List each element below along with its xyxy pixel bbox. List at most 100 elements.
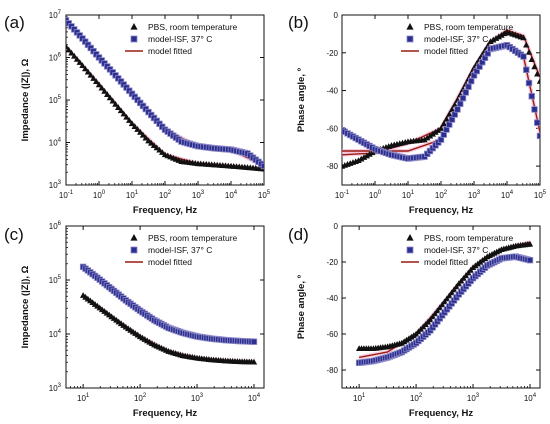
marker-triangle-pbs [84,68,92,75]
marker-triangle-pbs [446,110,453,117]
x-tick-label: 101 [126,190,139,200]
x-tick-base: 10 [501,191,510,200]
legend: PBS, room temperature model-ISF, 37° C mod… [125,233,238,267]
x-tick-label: 103 [468,190,481,200]
marker-triangle-pbs [431,310,439,317]
marker-triangle-pbs [435,127,442,133]
marker-triangle-pbs [366,150,373,157]
x-tick-label: 100 [93,190,106,200]
marker-triangle-pbs [446,292,453,299]
y-tick-label: -20 [326,49,338,58]
x-tick-base: 10 [435,191,444,200]
panel-letter: (b) [288,13,309,32]
marker-square-isf [525,79,533,87]
y-tick-label: -20 [326,258,338,267]
marker-square-isf [528,93,535,100]
y-tick-label: 103 [49,383,62,393]
marker-triangle-pbs [441,298,448,305]
y-tick-exponent: 3 [58,383,62,389]
x-tick-exponent: 5 [543,190,547,196]
x-tick-label: 105 [534,190,547,200]
marker-triangle-pbs [448,289,455,296]
x-tick-exponent: 1 [135,190,139,196]
y-tick-base: 10 [49,384,58,393]
marker-square-isf [534,119,540,126]
panel-letter: (a) [4,13,25,32]
marker-triangle-pbs [436,304,444,311]
marker-triangle-pbs [128,120,136,127]
marker-triangle-pbs [156,146,163,153]
marker-triangle-pbs [363,152,370,159]
legend: PBS, room temperature model-ISF, 37° C mod… [401,22,514,56]
marker-triangle-pbs [360,154,368,160]
x-tick-base: 10 [335,191,344,200]
y-tick-base: 10 [49,181,58,190]
x-tick-base: 10 [369,191,378,200]
marker-triangle-pbs [79,62,86,69]
marker-triangle-pbs [451,101,458,108]
y-tick-label: 107 [49,10,62,20]
marker-square-isf [468,77,475,85]
x-tick-base: 10 [410,394,419,403]
marker-square-isf [459,94,467,102]
y-tick-exponent: 5 [58,95,62,101]
marker-triangle-pbs [498,31,505,38]
y-tick-label: -60 [326,124,338,133]
marker-triangle-pbs [153,144,160,151]
marker-square-isf [250,338,258,345]
marker-triangle-pbs [66,46,72,53]
x-axis-label: Frequency, Hz [133,205,197,216]
y-tick-exponent: 6 [58,53,62,59]
y-tick-label: 105 [49,95,62,105]
marker-triangle-pbs [424,134,431,141]
marker-triangle-pbs [490,36,497,43]
x-tick-base: 10 [258,191,267,200]
marker-square-isf [465,83,472,90]
marker-triangle-pbs [440,120,447,127]
x-tick-base: 10 [524,394,533,403]
legend-marker-square [406,246,414,254]
marker-triangle-pbs [536,77,540,84]
legend-label: PBS, room temperature [148,233,238,243]
y-axis-label: Phase angle, º [296,67,307,132]
marker-triangle-pbs [526,240,534,247]
x-tick-base: 10 [248,394,257,403]
marker-square-isf [536,132,540,140]
y-tick-label: -80 [326,162,338,171]
legend-marker-triangle [130,23,138,30]
y-tick-exponent: 3 [58,180,62,186]
x-tick-label: 104 [501,190,514,200]
x-tick-label: 102 [134,393,147,403]
x-tick-label: 10-1 [335,190,350,200]
marker-square-isf [462,89,469,96]
legend-label: model fitted [424,257,468,267]
marker-triangle-pbs [525,48,533,55]
marker-triangle-pbs [101,87,108,94]
legend-marker-triangle [406,234,414,241]
marker-triangle-pbs [426,132,434,139]
x-tick-exponent: 4 [533,393,537,399]
x-tick-base: 10 [353,394,362,403]
y-tick-label: 105 [49,275,62,285]
legend-marker-triangle [130,234,138,241]
legend-label: model fitted [424,46,468,56]
series-group [79,263,258,365]
panel-b: (b)10-1 100 101 102 103 104 105-80-60-40-200Fr… [288,11,547,216]
y-axis-label: Phase angle, º [296,274,307,339]
x-tick-exponent: 3 [200,393,204,399]
marker-triangle-pbs [434,307,441,314]
y-tick-label: -80 [326,366,338,375]
marker-triangle-pbs [131,123,138,129]
marker-triangle-pbs [126,117,133,123]
legend-marker-square [130,246,138,254]
x-tick-exponent: 3 [477,190,481,196]
marker-triangle-pbs [104,91,111,97]
x-tick-label: 101 [402,190,415,200]
y-tick-label: -60 [326,330,338,339]
x-tick-base: 10 [225,191,234,200]
x-tick-label: 102 [410,393,423,403]
x-tick-label: 101 [353,393,366,403]
y-tick-exponent: 7 [58,10,62,16]
marker-triangle-pbs [120,110,127,117]
